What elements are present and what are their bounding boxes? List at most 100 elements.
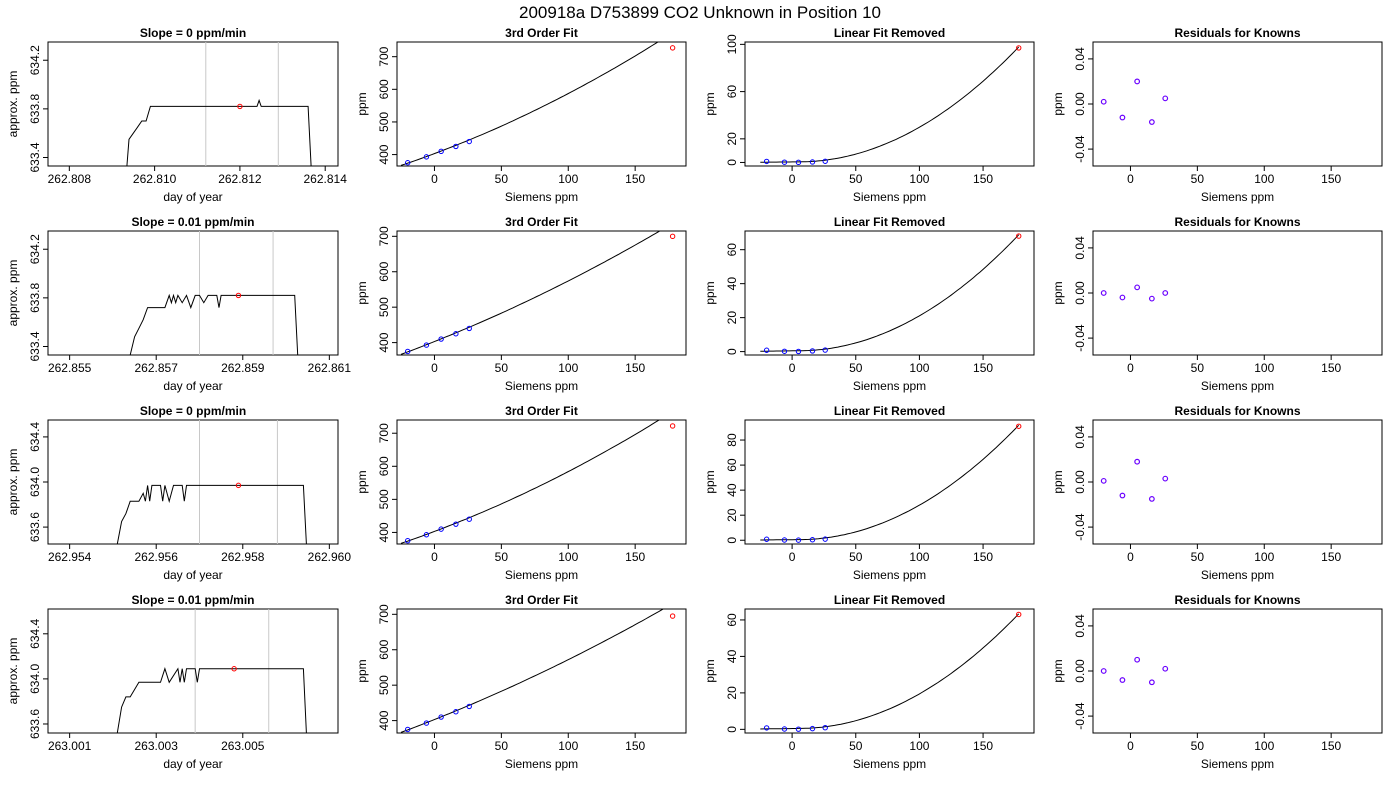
x-tick-label: 150 (973, 172, 993, 186)
y-tick-label: 600 (377, 261, 391, 281)
x-tick-label: 50 (495, 361, 509, 375)
panel-title: Slope = 0.01 ppm/min (131, 593, 254, 607)
x-tick-label: 262.812 (218, 172, 262, 186)
y-axis-label: ppm (703, 281, 717, 304)
plot-box (47, 608, 339, 734)
known-point (763, 536, 770, 542)
y-tick-label: 20 (725, 311, 739, 325)
x-tick-label: 100 (909, 172, 929, 186)
panel-title: Residuals for Knowns (1174, 404, 1300, 418)
figure-title: 200918a D753899 CO2 Unknown in Position … (519, 3, 881, 22)
data-layer (760, 611, 1022, 732)
x-axis-label: Siemens ppm (505, 568, 578, 582)
x-tick-label: 150 (1321, 739, 1341, 753)
unknown-point (669, 613, 676, 619)
known-point (795, 537, 802, 543)
y-tick-label: -0.04 (1073, 513, 1087, 541)
plot-box (744, 230, 1035, 356)
known-point (822, 725, 828, 731)
known-point (423, 532, 430, 538)
unknown-point (1016, 611, 1022, 618)
known-point (763, 347, 770, 353)
y-tick-label: 633.4 (28, 142, 42, 172)
panel-title: Linear Fit Removed (834, 215, 945, 229)
x-tick-label: 262.859 (221, 361, 265, 375)
y-axis-label: ppm (355, 659, 369, 682)
data-layer (1100, 284, 1169, 302)
data-layer (1100, 656, 1169, 686)
panel-4-row-1: Residuals for Knowns 0 50 100 150 -0.04 0.00 0.… (1051, 26, 1383, 204)
known-point (466, 325, 472, 332)
x-axis-label: Siemens ppm (1201, 190, 1274, 204)
y-axis-label: ppm (703, 659, 717, 682)
x-tick-label: 150 (625, 172, 645, 186)
data-layer (1100, 78, 1169, 125)
x-tick-label: 262.857 (135, 361, 179, 375)
y-tick-label: 633.8 (28, 283, 42, 313)
known-point (781, 159, 788, 165)
x-tick-label: 150 (625, 739, 645, 753)
unknown-point (1016, 233, 1022, 239)
y-tick-label: 0.00 (1073, 470, 1087, 494)
data-layer (760, 45, 1022, 166)
data-layer (129, 231, 299, 355)
x-tick-label: 100 (558, 550, 578, 564)
x-tick-label: 0 (789, 739, 796, 753)
residual-point (1119, 492, 1126, 499)
x-tick-label: 150 (625, 550, 645, 564)
residual-point (1148, 679, 1155, 686)
x-axis-label: day of year (163, 568, 222, 582)
known-point (405, 160, 411, 166)
data-layer (1100, 458, 1169, 502)
y-tick-label: -0.04 (1073, 135, 1087, 163)
fit-curve (760, 46, 1020, 163)
panel-1-row-3: Slope = 0 ppm/min 262.954 262.956 262.958 26… (6, 404, 351, 582)
known-point (822, 347, 828, 353)
panel-title: Residuals for Knowns (1174, 26, 1300, 40)
average-point (231, 666, 237, 672)
residual-point (1134, 78, 1141, 85)
x-tick-label: 100 (1254, 739, 1274, 753)
x-axis-label: Siemens ppm (1201, 568, 1274, 582)
known-point (822, 536, 828, 542)
x-tick-label: 0 (789, 172, 796, 186)
average-point (235, 292, 242, 299)
x-axis-label: day of year (163, 190, 222, 204)
average-point (235, 482, 242, 489)
x-tick-label: 100 (1254, 550, 1274, 564)
data-layer (116, 609, 307, 733)
data-layer (400, 609, 676, 733)
x-tick-label: 100 (909, 550, 929, 564)
known-point (763, 725, 770, 731)
known-point (405, 726, 411, 733)
x-tick-label: 262.855 (48, 361, 92, 375)
y-tick-label: 40 (725, 483, 739, 497)
x-axis-label: Siemens ppm (505, 190, 578, 204)
x-tick-label: 262.861 (308, 361, 352, 375)
residual-point (1119, 677, 1126, 683)
x-axis-label: day of year (163, 757, 222, 771)
fit-curve (400, 420, 661, 544)
y-tick-label: 634.4 (28, 618, 42, 648)
residual-point (1100, 290, 1107, 296)
y-tick-label: 500 (377, 297, 391, 317)
x-axis-label: day of year (163, 379, 222, 393)
data-layer (400, 42, 676, 166)
x-axis-label: Siemens ppm (853, 190, 926, 204)
panel-title: Slope = 0 ppm/min (140, 26, 246, 40)
y-tick-label: 0.04 (1073, 236, 1087, 260)
known-point (466, 138, 472, 145)
y-axis-label: ppm (1051, 92, 1065, 115)
plot-box (1092, 230, 1383, 356)
residual-point (1100, 98, 1107, 105)
x-tick-label: 150 (1321, 550, 1341, 564)
x-tick-label: 263.005 (221, 739, 265, 753)
y-axis-label: ppm (1051, 470, 1065, 493)
plot-box (396, 230, 687, 356)
known-point (809, 159, 816, 165)
panel-title: 3rd Order Fit (505, 593, 578, 607)
residual-point (1100, 477, 1107, 484)
x-tick-label: 0 (431, 739, 438, 753)
x-tick-label: 0 (1127, 550, 1134, 564)
x-tick-label: 150 (1321, 361, 1341, 375)
